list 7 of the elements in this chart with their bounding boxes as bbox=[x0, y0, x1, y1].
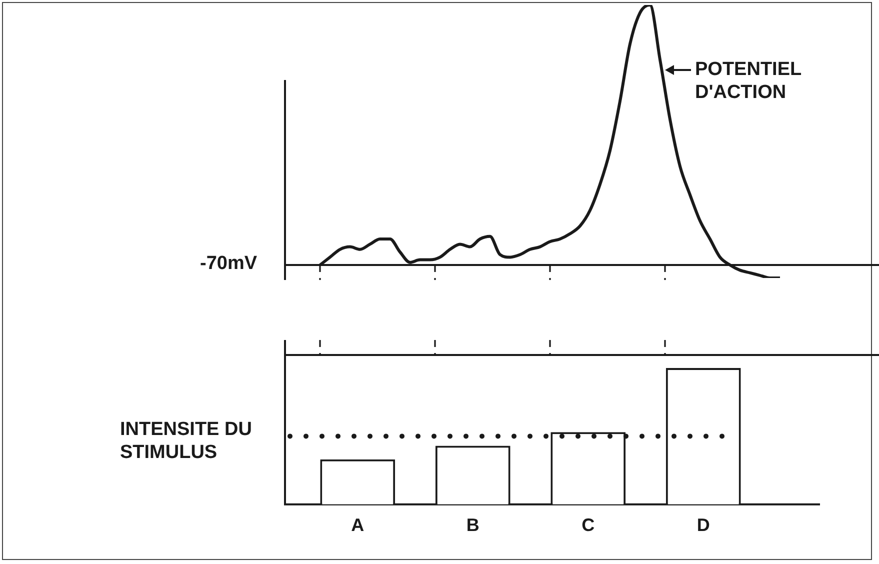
x-tick-label: B bbox=[466, 515, 480, 536]
x-tick-label: A bbox=[351, 515, 364, 536]
annotation: POTENTIEL D'ACTION bbox=[695, 58, 802, 104]
x-tick-label: C bbox=[582, 515, 595, 536]
x-tick-label: D bbox=[696, 515, 710, 536]
text: -70mV bbox=[200, 252, 258, 275]
y-axis-title: INTENSITE DU STIMULUS bbox=[120, 418, 253, 464]
